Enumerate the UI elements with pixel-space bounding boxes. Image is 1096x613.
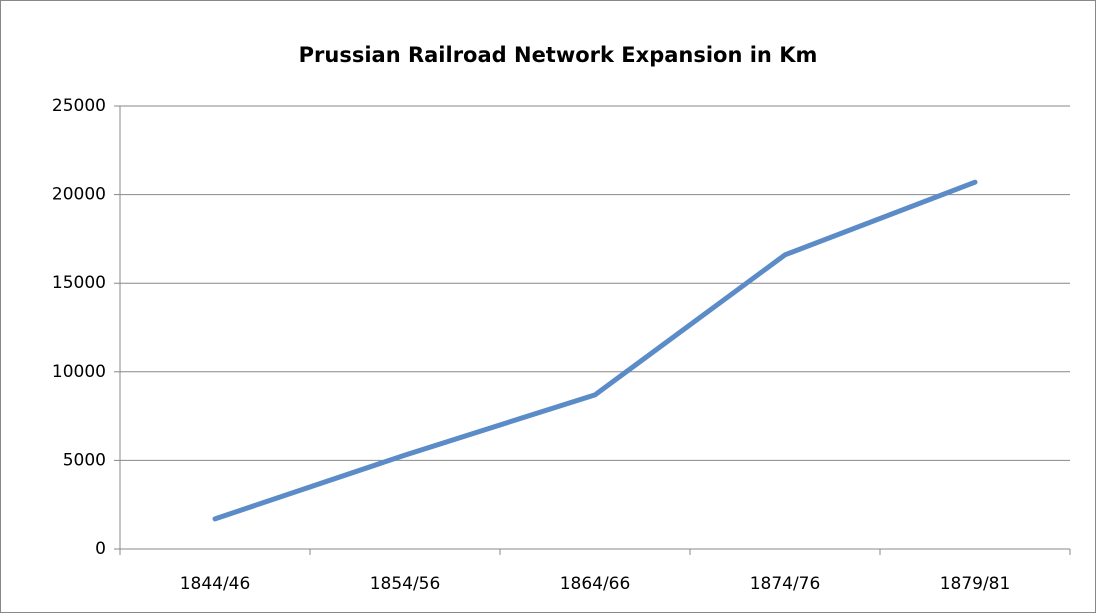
y-tick-label: 5000 xyxy=(63,450,106,470)
x-tick-label: 1874/76 xyxy=(750,574,821,594)
y-tick-label: 0 xyxy=(95,539,106,559)
line-series xyxy=(212,179,978,522)
x-tick-label: 1854/56 xyxy=(370,574,441,594)
y-tick-label: 25000 xyxy=(52,96,106,116)
x-tick-label: 1879/81 xyxy=(940,574,1011,594)
y-tick-label: 10000 xyxy=(52,362,106,382)
x-tick-label: 1864/66 xyxy=(560,574,631,594)
y-tick-label: 15000 xyxy=(52,273,106,293)
y-tick-label: 20000 xyxy=(52,185,106,205)
x-tick-label: 1844/46 xyxy=(180,574,251,594)
chart-title: Prussian Railroad Network Expansion in K… xyxy=(299,43,818,67)
